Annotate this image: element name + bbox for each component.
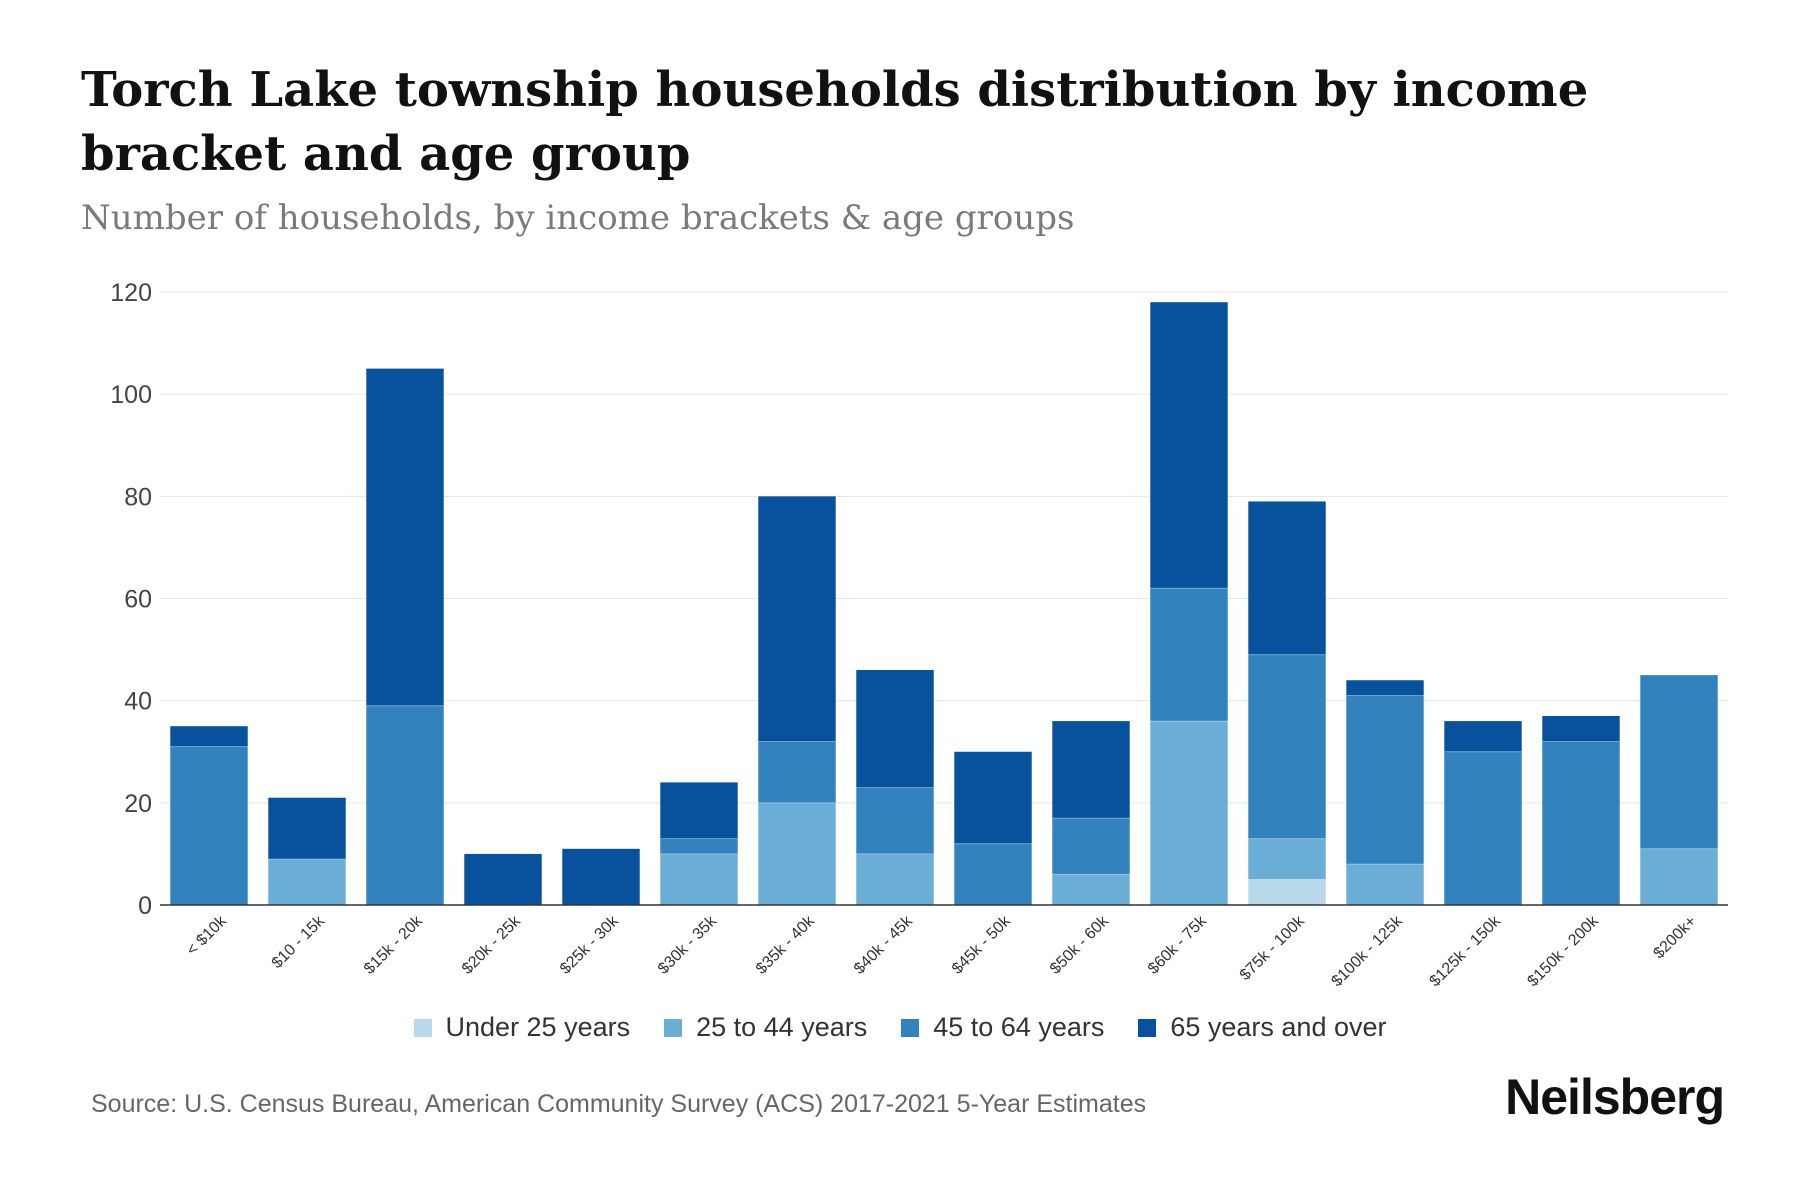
x-tick-label: $75k - 100k xyxy=(1237,912,1309,984)
bar-segment xyxy=(1444,721,1522,752)
bar-segment xyxy=(1150,588,1228,722)
x-tick-label: $60k - 75k xyxy=(1145,912,1211,978)
y-tick-label: 100 xyxy=(110,381,152,409)
x-tick-label: < $10k xyxy=(184,912,231,959)
bar-segment xyxy=(170,726,248,747)
y-tick-label: 80 xyxy=(124,483,152,511)
legend-swatch xyxy=(1138,1018,1157,1037)
bar-segment xyxy=(1542,715,1620,742)
bar-segment xyxy=(1346,680,1424,696)
bar-segment xyxy=(660,838,738,854)
y-axis-tick-labels: 0 20 40 60 80 100 120 xyxy=(110,279,152,920)
bar-segment xyxy=(1444,751,1522,905)
bar-segment xyxy=(758,741,836,803)
bar-segment xyxy=(660,853,738,905)
bar-segment xyxy=(954,751,1032,844)
legend-item: 65 years and over xyxy=(1138,1012,1387,1043)
bar-segment xyxy=(1346,864,1424,905)
chart-legend: Under 25 years 25 to 44 years 45 to 64 yea… xyxy=(0,1012,1800,1043)
chart-title: Torch Lake township households distribut… xyxy=(81,62,1589,182)
bar-segment xyxy=(758,802,836,905)
bar-segment xyxy=(1248,879,1326,905)
bar-segment xyxy=(464,853,542,905)
bar-segment xyxy=(1346,695,1424,865)
bar-segment xyxy=(856,670,934,788)
x-axis-tick-labels: < $10k $10 - 15k $15k - 20k $20k - 25k $25k … xyxy=(184,912,1700,990)
bar-segment xyxy=(954,843,1032,905)
x-tick-label: $35k - 40k xyxy=(753,912,819,978)
x-tick-label: $50k - 60k xyxy=(1047,912,1113,978)
x-tick-label: $200k+ xyxy=(1650,913,1699,962)
x-tick-label: $150k - 200k xyxy=(1524,912,1602,990)
bar-segment xyxy=(1248,838,1326,880)
x-tick-label: $125k - 150k xyxy=(1426,912,1504,990)
bar-segment xyxy=(1150,721,1228,905)
bar-segment xyxy=(268,797,346,860)
x-tick-label: $15k - 20k xyxy=(361,912,427,978)
bar-segment xyxy=(366,705,444,905)
bar-segment xyxy=(1052,818,1130,875)
x-tick-label: $25k - 30k xyxy=(557,912,623,978)
x-tick-label: $45k - 50k xyxy=(949,912,1015,978)
bar-segment xyxy=(1542,741,1620,905)
legend-label: 65 years and over xyxy=(1170,1012,1387,1042)
y-tick-label: 20 xyxy=(124,790,152,818)
legend-label: 45 to 64 years xyxy=(933,1012,1105,1042)
bar-segment xyxy=(1640,848,1718,905)
y-tick-label: 120 xyxy=(110,279,152,307)
stacked-bar-chart: 0 20 40 60 80 100 120 < $10k $10 - 15k $15k - 20… xyxy=(110,279,1728,990)
y-tick-label: 0 xyxy=(138,892,152,920)
bar-segment xyxy=(1052,721,1130,819)
bar-segment xyxy=(1248,501,1326,655)
bar-segment xyxy=(366,368,444,706)
legend-item: Under 25 years xyxy=(413,1012,631,1043)
brand-logo: Neilsberg xyxy=(1505,1069,1725,1125)
x-tick-label: $40k - 45k xyxy=(851,912,917,978)
bars xyxy=(170,302,1718,905)
y-tick-label: 60 xyxy=(124,586,152,614)
legend-swatch xyxy=(901,1018,920,1037)
legend-item: 45 to 64 years xyxy=(901,1012,1104,1043)
bar-segment xyxy=(268,859,346,905)
chart-subtitle: Number of households, by income brackets… xyxy=(81,198,1075,238)
bar-segment xyxy=(1052,874,1130,905)
legend-label: 25 to 44 years xyxy=(696,1012,868,1042)
bar-segment xyxy=(856,853,934,905)
legend-swatch xyxy=(664,1018,683,1037)
bar-segment xyxy=(1248,654,1326,839)
bar-segment xyxy=(170,746,248,905)
legend-item: 25 to 44 years xyxy=(664,1012,867,1043)
legend-label: Under 25 years xyxy=(445,1012,631,1042)
legend-swatch xyxy=(413,1018,432,1037)
y-tick-label: 40 xyxy=(124,688,152,716)
bar-segment xyxy=(562,848,640,905)
x-tick-label: $30k - 35k xyxy=(655,912,721,978)
bar-segment xyxy=(1640,675,1718,849)
bar-segment xyxy=(758,496,836,742)
bar-segment xyxy=(660,782,738,839)
x-tick-label: $100k - 125k xyxy=(1328,912,1406,990)
bar-segment xyxy=(856,787,934,854)
source-note: Source: U.S. Census Bureau, American Com… xyxy=(91,1090,1147,1118)
x-tick-label: $10 - 15k xyxy=(269,912,329,972)
bar-segment xyxy=(1150,302,1228,589)
x-tick-label: $20k - 25k xyxy=(459,912,525,978)
